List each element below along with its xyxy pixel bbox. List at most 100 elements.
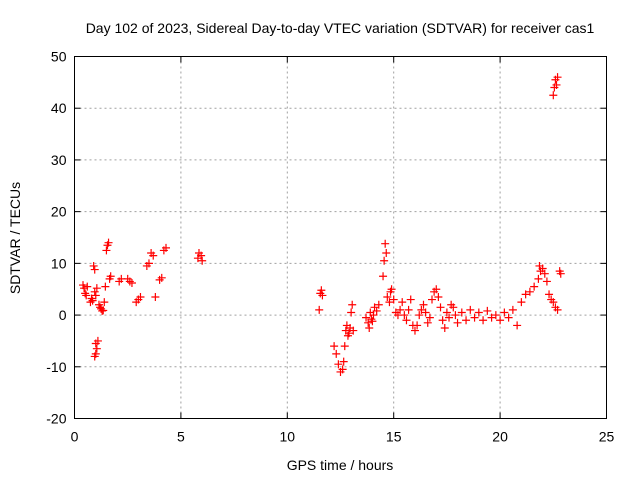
data-point (517, 298, 526, 307)
data-point (197, 251, 206, 260)
y-tick-label: 50 (51, 49, 67, 65)
data-point (340, 342, 349, 351)
x-tick-label: 25 (599, 429, 615, 445)
data-point (380, 256, 389, 265)
data-point (151, 292, 160, 301)
data-point (162, 243, 171, 252)
data-point (318, 291, 327, 300)
data-point (83, 282, 92, 291)
data-point (104, 238, 113, 247)
data-point (521, 290, 530, 299)
data-point (451, 311, 460, 320)
data-point (552, 80, 561, 89)
data-point (330, 342, 339, 351)
data-point (438, 316, 447, 325)
data-point (400, 311, 409, 320)
data-point (549, 298, 558, 307)
data-point (387, 285, 396, 294)
y-tick-label: 10 (51, 255, 67, 271)
y-tick-label: 20 (51, 204, 67, 220)
data-point (383, 292, 392, 301)
data-point (556, 269, 565, 278)
data-point (338, 365, 347, 374)
data-point (553, 73, 562, 82)
data-point (421, 308, 430, 317)
data-point (428, 295, 437, 304)
data-point (155, 275, 164, 284)
data-point (90, 265, 99, 274)
data-point (385, 298, 394, 307)
tick-labels: 0 5 10 15 20 25 -20 -10 0 10 20 30 40 50 (46, 49, 614, 445)
data-point (402, 316, 411, 325)
data-point (348, 300, 357, 309)
chart-title: Day 102 of 2023, Sidereal Day-to-day VTE… (86, 20, 595, 36)
data-point (368, 317, 377, 326)
data-point (379, 272, 388, 281)
plot-frame (74, 56, 607, 419)
data-point (347, 308, 356, 317)
data-point (425, 313, 434, 322)
y-axis-label: SDTVAR / TECUs (7, 182, 23, 294)
data-point (553, 305, 562, 314)
x-tick-label: 10 (280, 429, 296, 445)
data-point (91, 291, 100, 300)
data-point (406, 295, 415, 304)
y-tick-label: 40 (51, 100, 67, 116)
data-point (144, 259, 153, 268)
data-point (445, 313, 454, 322)
data-point (157, 273, 166, 282)
data-point (92, 344, 101, 353)
data-point (436, 303, 445, 312)
data-point (534, 274, 543, 283)
data-point (127, 279, 136, 288)
data-point (92, 284, 101, 293)
data-point (483, 306, 492, 315)
data-point (332, 349, 341, 358)
data-point (434, 292, 443, 301)
data-point (372, 306, 381, 315)
data-point (102, 246, 111, 255)
data-point (106, 272, 115, 281)
data-point (538, 264, 547, 273)
data-point (413, 321, 422, 330)
data-point (542, 277, 551, 286)
data-point (440, 324, 449, 332)
data-point (530, 282, 539, 291)
data-point (442, 308, 451, 317)
x-tick-label: 20 (492, 429, 508, 445)
data-points (79, 73, 565, 376)
data-point (549, 91, 558, 100)
data-point (317, 286, 326, 295)
data-point (525, 287, 534, 296)
data-point (90, 352, 99, 361)
data-point (389, 295, 398, 304)
x-tick-label: 5 (177, 429, 185, 445)
data-point (136, 292, 145, 301)
data-point (365, 324, 374, 332)
data-point (545, 290, 554, 299)
data-point (100, 298, 109, 307)
data-point (470, 313, 479, 322)
data-point (362, 313, 371, 322)
data-point (93, 336, 102, 345)
data-point (369, 311, 378, 320)
y-tick-label: 0 (59, 307, 67, 323)
data-point (504, 313, 513, 322)
data-point (415, 311, 424, 320)
data-point (474, 308, 483, 317)
data-point (457, 308, 466, 317)
data-point (339, 357, 348, 366)
y-tick-label: 30 (51, 152, 67, 168)
data-point (396, 305, 405, 314)
data-point (345, 329, 354, 338)
data-point (417, 305, 426, 314)
data-point (487, 313, 496, 322)
data-point (149, 251, 158, 260)
data-point (513, 321, 522, 330)
data-point (466, 305, 475, 314)
data-point (198, 256, 207, 265)
data-point (404, 305, 413, 314)
data-point (89, 261, 98, 270)
data-point (500, 308, 509, 317)
data-point (540, 269, 549, 278)
